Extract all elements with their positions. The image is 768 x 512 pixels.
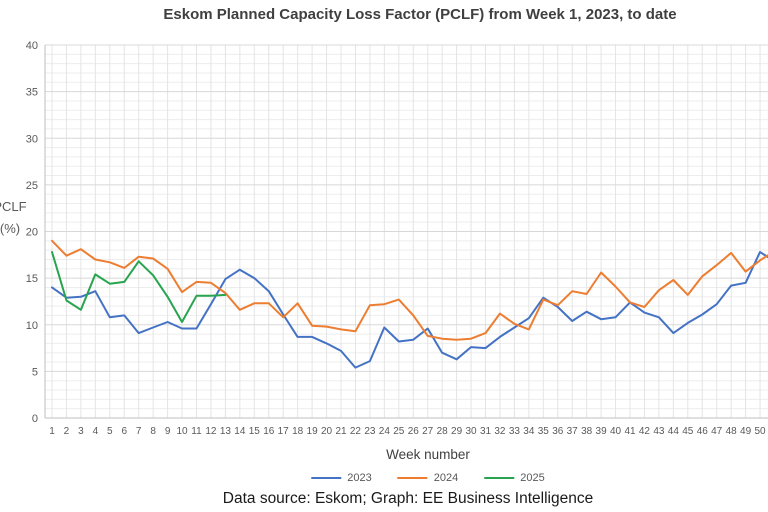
svg-text:49: 49 xyxy=(740,426,752,437)
svg-text:25: 25 xyxy=(393,426,405,437)
svg-text:19: 19 xyxy=(307,426,319,437)
svg-text:30: 30 xyxy=(465,426,477,437)
svg-text:46: 46 xyxy=(697,426,709,437)
y-axis-title-line1: PCLF xyxy=(0,199,27,214)
svg-text:20: 20 xyxy=(321,426,333,437)
svg-text:6: 6 xyxy=(121,426,127,437)
x-axis-title: Week number xyxy=(386,447,470,462)
svg-text:7: 7 xyxy=(136,426,142,437)
svg-text:47: 47 xyxy=(711,426,723,437)
svg-text:27: 27 xyxy=(422,426,434,437)
svg-text:36: 36 xyxy=(552,426,564,437)
svg-text:3: 3 xyxy=(78,426,84,437)
svg-text:38: 38 xyxy=(581,426,593,437)
legend-item-2024: 2024 xyxy=(397,472,459,484)
svg-text:44: 44 xyxy=(668,426,680,437)
svg-text:20: 20 xyxy=(26,227,38,239)
svg-text:45: 45 xyxy=(682,426,694,437)
svg-text:18: 18 xyxy=(292,426,304,437)
legend-swatch-2025-line xyxy=(484,477,515,479)
svg-text:33: 33 xyxy=(509,426,521,437)
data-source-caption: Data source: Eskom; Graph: EE Business I… xyxy=(222,490,594,507)
svg-text:11: 11 xyxy=(191,426,202,437)
y-axis-title-line2: (%) xyxy=(0,221,21,236)
chart-legend: 2023 2024 2025 xyxy=(311,472,545,484)
svg-text:40: 40 xyxy=(26,40,38,52)
svg-text:43: 43 xyxy=(653,426,665,437)
legend-swatch-2024-line xyxy=(397,477,428,479)
svg-text:24: 24 xyxy=(379,426,391,437)
svg-text:8: 8 xyxy=(150,426,156,437)
svg-text:13: 13 xyxy=(220,426,232,437)
svg-text:35: 35 xyxy=(26,87,38,99)
svg-text:21: 21 xyxy=(335,426,347,437)
svg-text:35: 35 xyxy=(538,426,550,437)
legend-item-2025: 2025 xyxy=(484,472,545,484)
svg-text:30: 30 xyxy=(26,133,38,145)
svg-text:32: 32 xyxy=(494,426,506,437)
y-axis-title: PCLF (%) xyxy=(0,196,34,240)
svg-text:37: 37 xyxy=(567,426,579,437)
svg-text:41: 41 xyxy=(624,426,636,437)
svg-text:5: 5 xyxy=(107,426,113,437)
svg-text:23: 23 xyxy=(364,426,376,437)
svg-text:15: 15 xyxy=(26,273,38,285)
svg-text:14: 14 xyxy=(234,426,246,437)
svg-text:10: 10 xyxy=(26,320,38,332)
legend-swatch-2023-line xyxy=(311,477,342,479)
svg-text:9: 9 xyxy=(165,426,171,437)
svg-text:25: 25 xyxy=(26,180,38,192)
svg-text:4: 4 xyxy=(93,426,99,437)
legend-item-2023: 2023 xyxy=(311,472,372,484)
svg-text:26: 26 xyxy=(408,426,420,437)
svg-text:10: 10 xyxy=(176,426,188,437)
svg-text:40: 40 xyxy=(610,426,622,437)
svg-text:15: 15 xyxy=(249,426,261,437)
svg-text:1: 1 xyxy=(49,426,55,437)
svg-text:39: 39 xyxy=(596,426,608,437)
svg-text:29: 29 xyxy=(451,426,463,437)
svg-text:5: 5 xyxy=(32,366,38,378)
svg-text:34: 34 xyxy=(523,426,535,437)
svg-text:42: 42 xyxy=(639,426,651,437)
svg-text:50: 50 xyxy=(754,426,766,437)
svg-text:2: 2 xyxy=(64,426,70,437)
svg-text:0: 0 xyxy=(32,413,38,425)
svg-text:31: 31 xyxy=(480,426,492,437)
svg-text:28: 28 xyxy=(437,426,449,437)
svg-text:48: 48 xyxy=(726,426,738,437)
svg-text:22: 22 xyxy=(350,426,362,437)
chart-title: Eskom Planned Capacity Loss Factor (PCLF… xyxy=(163,6,677,23)
legend-label-2025: 2025 xyxy=(520,472,545,484)
svg-text:12: 12 xyxy=(205,426,217,437)
svg-text:17: 17 xyxy=(278,426,290,437)
svg-text:16: 16 xyxy=(263,426,275,437)
legend-label-2023: 2023 xyxy=(347,472,372,484)
legend-label-2024: 2024 xyxy=(433,472,459,484)
